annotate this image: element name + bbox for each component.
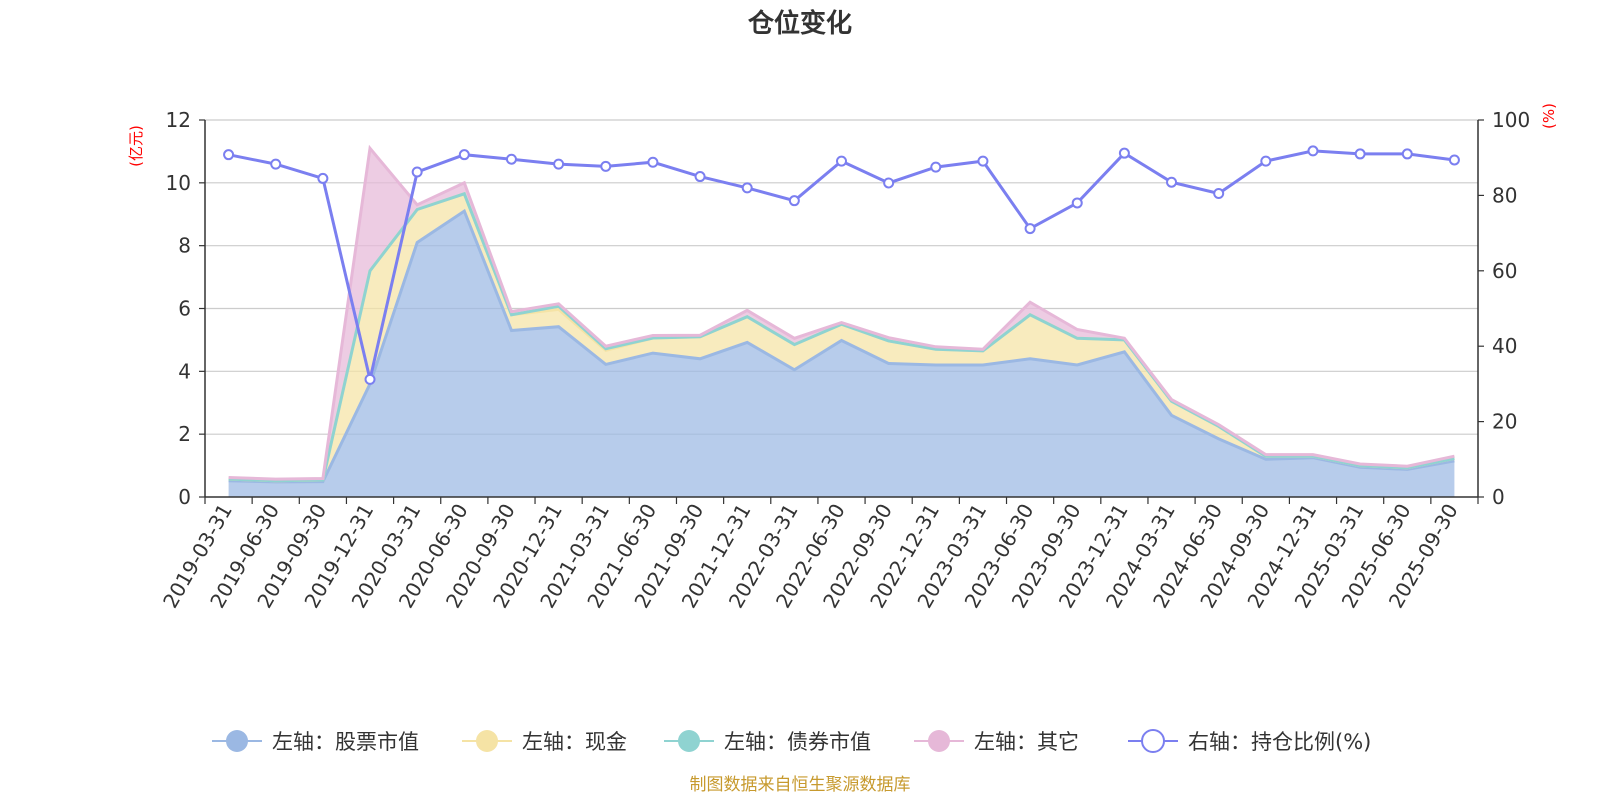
legend: 左轴：股票市值 左轴：现金 左轴：债券市值 左轴：其它 右轴：持仓比例(%) bbox=[212, 729, 1371, 754]
marker-layer bbox=[223, 145, 1460, 385]
right-tick-label: 80 bbox=[1492, 183, 1517, 207]
ratio-point bbox=[553, 158, 565, 170]
ratio-point bbox=[600, 160, 612, 172]
ratio-point bbox=[1118, 147, 1130, 159]
area-edge-series-4 bbox=[228, 144, 1455, 481]
left-tick-label: 12 bbox=[166, 108, 191, 132]
chart-title: 仓位变化 bbox=[747, 8, 852, 39]
legend-marker bbox=[1141, 729, 1165, 753]
ratio-point bbox=[1024, 223, 1036, 235]
ratio-point bbox=[1307, 145, 1319, 157]
left-tick-label: 10 bbox=[166, 171, 191, 195]
ratio-point bbox=[1448, 154, 1460, 166]
legend-label: 右轴：持仓比例(%) bbox=[1188, 730, 1371, 754]
left-tick-label: 0 bbox=[178, 485, 191, 509]
ratio-point bbox=[694, 171, 706, 183]
ratio-point bbox=[411, 166, 423, 178]
ratio-point bbox=[788, 195, 800, 207]
area-series-1 bbox=[228, 211, 1455, 497]
left-tick-label: 4 bbox=[178, 359, 191, 383]
right-tick-label: 20 bbox=[1492, 410, 1517, 434]
ratio-point bbox=[364, 373, 376, 385]
right-tick-label: 0 bbox=[1492, 485, 1505, 509]
ratio-point bbox=[1260, 155, 1272, 167]
ratio-point bbox=[270, 158, 282, 170]
source-note: 制图数据来自恒生聚源数据库 bbox=[690, 775, 911, 795]
ratio-point bbox=[223, 149, 235, 161]
area-edge-series-1 bbox=[228, 208, 1455, 484]
ratio-point bbox=[1401, 148, 1413, 160]
ratio-point bbox=[930, 161, 942, 173]
legend-marker bbox=[928, 730, 950, 752]
legend-label: 左轴：其它 bbox=[974, 730, 1079, 754]
ratio-point bbox=[1166, 176, 1178, 188]
left-tick-label: 2 bbox=[178, 422, 191, 446]
ratio-point bbox=[458, 149, 470, 161]
right-axis-unit: (%) bbox=[1540, 103, 1558, 129]
legend-label: 左轴：现金 bbox=[522, 730, 627, 754]
legend-marker bbox=[476, 730, 498, 752]
ratio-point bbox=[977, 155, 989, 167]
right-tick-label: 60 bbox=[1492, 259, 1517, 283]
ratio-point bbox=[883, 177, 895, 189]
left-tick-label: 6 bbox=[178, 297, 191, 321]
legend-label: 左轴：股票市值 bbox=[272, 730, 419, 754]
area-layer bbox=[228, 148, 1455, 497]
ratio-point bbox=[317, 172, 329, 184]
area-series-2 bbox=[228, 193, 1455, 482]
legend-label: 左轴：债券市值 bbox=[724, 730, 871, 754]
right-tick-label: 100 bbox=[1492, 108, 1530, 132]
legend-marker bbox=[678, 730, 700, 752]
ratio-point bbox=[505, 153, 517, 165]
ratio-point bbox=[1071, 197, 1083, 209]
ratio-point bbox=[1354, 148, 1366, 160]
ratio-point bbox=[836, 155, 847, 167]
legend-marker bbox=[226, 730, 248, 752]
ratio-point bbox=[647, 156, 659, 168]
left-tick-label: 8 bbox=[178, 234, 191, 258]
right-tick-label: 40 bbox=[1492, 334, 1517, 358]
ratio-point bbox=[741, 182, 753, 194]
ratio-point bbox=[1213, 188, 1225, 200]
left-axis-unit: (亿元) bbox=[127, 125, 145, 167]
